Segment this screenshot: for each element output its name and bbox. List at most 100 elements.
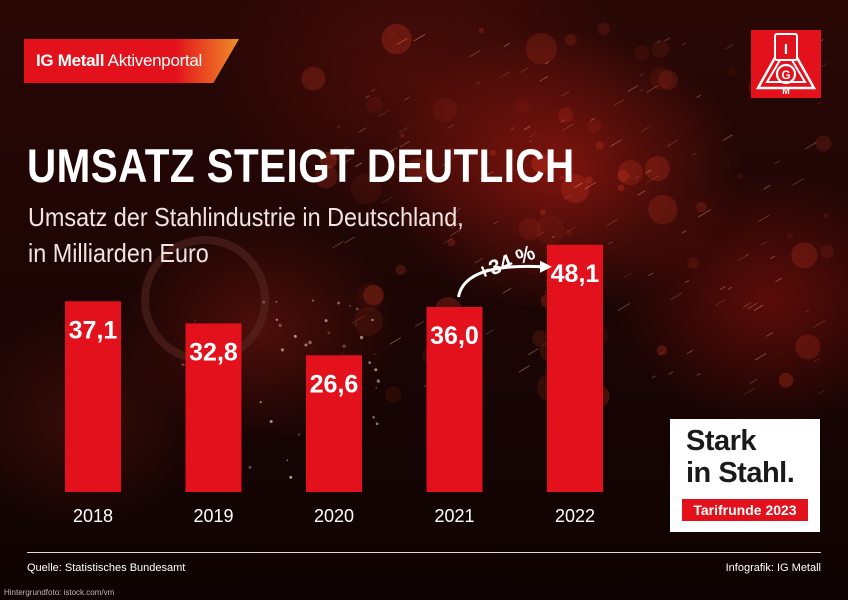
spark-streak	[666, 139, 679, 147]
spark-streak	[669, 292, 683, 301]
spark-streak	[450, 229, 461, 237]
spark-dot	[375, 387, 377, 389]
spark-streak	[613, 98, 625, 107]
spark-dot	[183, 363, 185, 366]
spark-bokeh	[350, 173, 382, 205]
spark-dot	[275, 300, 278, 303]
brand-tab: IG Metall Aktivenportal	[24, 39, 239, 83]
spark-streak	[737, 255, 746, 262]
spark-dot	[359, 335, 364, 340]
spark-bokeh	[587, 119, 602, 133]
spark-dot	[342, 344, 346, 348]
spark-dot	[297, 433, 301, 436]
spark-streak	[722, 134, 733, 141]
spark-streak	[342, 158, 352, 165]
headline: UMSATZ STEIGT DEUTLICH	[27, 139, 575, 192]
spark-bokeh	[815, 135, 832, 152]
value-label: 36,0	[430, 322, 479, 350]
background-photo-credit: Hintergrundfoto: istock.com/vm	[4, 588, 115, 597]
spark-dot	[371, 318, 374, 322]
spark-streak	[763, 184, 771, 190]
spark-bokeh	[651, 40, 670, 59]
spark-streak	[469, 49, 481, 58]
spark-bokeh	[399, 133, 405, 138]
spark-dot	[194, 319, 197, 322]
spark-bokeh	[539, 209, 546, 216]
category-label: 2018	[73, 506, 113, 526]
spark-bokeh	[778, 372, 794, 388]
spark-streak	[476, 81, 481, 85]
spark-streak	[528, 348, 539, 356]
spark-bokeh	[728, 67, 738, 77]
spark-dot	[324, 319, 328, 323]
spark-dot	[259, 401, 262, 404]
value-label: 48,1	[551, 260, 600, 288]
spark-streak	[518, 365, 530, 373]
spark-streak	[697, 209, 711, 218]
subtitle: Umsatz der Stahlindustrie in Deutschland…	[28, 199, 532, 271]
spark-streak	[745, 253, 749, 257]
spark-streak	[502, 287, 512, 294]
spark-bokeh	[518, 217, 542, 241]
spark-bokeh	[649, 67, 673, 91]
spark-bokeh	[820, 244, 834, 259]
spark-bokeh	[432, 97, 458, 123]
spark-bokeh	[823, 212, 829, 218]
spark-streak	[804, 141, 817, 150]
spark-bokeh	[795, 334, 821, 360]
badge-line-1: Stark	[686, 425, 757, 457]
spark-dot	[372, 416, 375, 419]
spark-streak	[725, 43, 734, 50]
spark-streak	[474, 257, 484, 264]
spark-bokeh	[696, 201, 707, 213]
stark-in-stahl-badge: Stark in Stahl. Tarifrunde 2023	[670, 419, 820, 532]
badge-tag-box: Tarifrunde 2023	[682, 499, 808, 521]
spark-dot	[368, 361, 372, 365]
spark-streak	[523, 125, 531, 131]
spark-bokeh	[687, 257, 699, 269]
spark-bokeh	[514, 97, 530, 113]
spark-bokeh	[791, 242, 818, 269]
spark-streak	[792, 178, 804, 186]
spark-streak	[754, 353, 767, 361]
spark-streak	[539, 75, 549, 82]
spark-bokeh	[403, 214, 417, 227]
category-label: 2021	[434, 506, 474, 526]
source-note: Quelle: Statistisches Bundesamt	[27, 562, 186, 574]
spark-streak	[396, 37, 408, 45]
spark-dot	[349, 305, 351, 307]
spark-streak	[775, 277, 783, 283]
spark-streak	[758, 214, 770, 223]
spark-streak	[664, 37, 670, 42]
spark-streak	[562, 123, 574, 131]
spark-dot	[293, 334, 297, 338]
value-label: 37,1	[69, 316, 118, 344]
spark-streak	[339, 145, 349, 152]
spark-streak	[753, 304, 764, 311]
spark-streak	[646, 175, 659, 184]
spark-streak	[443, 237, 453, 244]
spark-dot	[180, 363, 184, 367]
logo-icon: I G M	[755, 33, 817, 96]
spark-streak	[445, 215, 459, 224]
spark-streak	[336, 125, 342, 129]
spark-bokeh	[617, 160, 644, 186]
svg-text:G: G	[781, 68, 790, 82]
spark-streak	[565, 226, 576, 234]
spark-streak	[634, 175, 640, 179]
svg-text:I: I	[784, 41, 788, 58]
spark-bokeh	[535, 215, 565, 245]
spark-streak	[414, 320, 424, 327]
spark-streak	[639, 89, 644, 92]
spark-dot	[327, 331, 331, 335]
spark-streak	[727, 286, 733, 290]
spark-bokeh	[531, 153, 551, 173]
spark-bokeh	[656, 345, 668, 356]
spark-bokeh	[565, 229, 573, 237]
subtitle-line-1: Umsatz der Stahlindustrie in Deutschland…	[28, 202, 464, 232]
spark-dot	[286, 459, 289, 462]
spark-bokeh	[634, 45, 650, 61]
badge-line-2: in Stahl.	[686, 457, 795, 489]
